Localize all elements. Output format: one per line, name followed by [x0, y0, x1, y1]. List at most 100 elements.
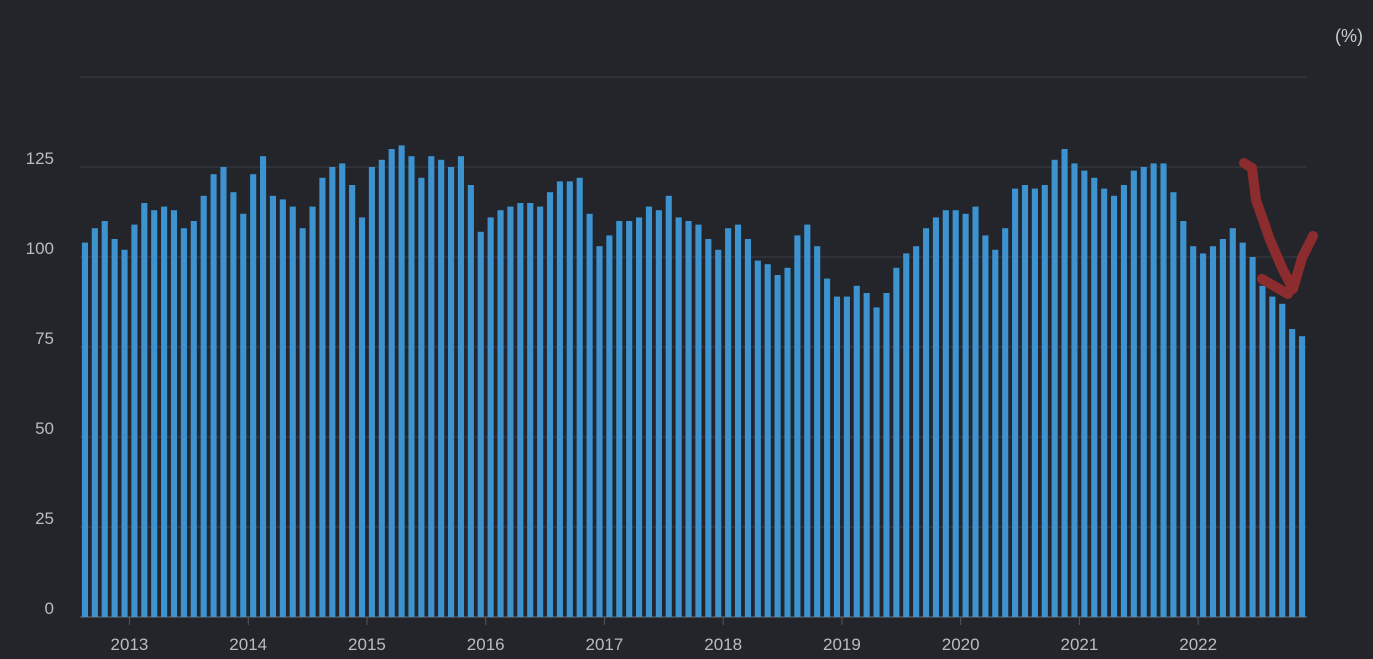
bar [101, 221, 108, 617]
bar [1041, 185, 1048, 617]
y-tick-label: 125 [26, 149, 54, 168]
bar [151, 210, 158, 617]
bar [675, 217, 682, 617]
bar [1259, 285, 1266, 617]
bar [1269, 296, 1276, 617]
bar [1031, 188, 1038, 617]
bar [655, 210, 662, 617]
bar [180, 228, 187, 617]
bar [932, 217, 939, 617]
bar [349, 185, 356, 617]
bar [408, 156, 415, 617]
bar [388, 149, 395, 617]
bar [695, 224, 702, 617]
bar [477, 231, 484, 618]
bar [566, 181, 573, 617]
bar [1120, 185, 1127, 617]
bar [903, 253, 910, 617]
bar [527, 203, 534, 617]
bar [922, 228, 930, 617]
bar [1002, 228, 1009, 617]
bar [269, 195, 277, 618]
x-tick-label: 2016 [467, 635, 505, 654]
bar [428, 156, 435, 617]
bar [626, 221, 633, 617]
bar [962, 213, 969, 618]
bar [240, 213, 247, 618]
bar [329, 167, 336, 617]
bar [1298, 336, 1306, 617]
bar [339, 163, 346, 617]
bar [853, 285, 860, 617]
bar [1180, 221, 1187, 617]
bar [754, 260, 761, 617]
bar [309, 206, 316, 617]
bar [81, 242, 89, 617]
bar [814, 246, 821, 617]
bar [289, 206, 296, 617]
x-tick-label: 2013 [111, 635, 149, 654]
bar [982, 235, 989, 617]
bar [467, 185, 474, 617]
bar [1140, 167, 1147, 617]
bar [161, 206, 168, 617]
bar [794, 235, 801, 617]
bar [170, 210, 178, 617]
bar [497, 210, 504, 617]
x-tick-label: 2022 [1179, 635, 1217, 654]
bar [111, 239, 118, 617]
y-tick-label: 100 [26, 239, 54, 258]
x-tick-label: 2018 [704, 635, 742, 654]
bar [1101, 188, 1108, 617]
bar [438, 159, 445, 618]
bar [734, 224, 742, 617]
bar [913, 246, 920, 617]
bar [883, 293, 890, 617]
bar [972, 206, 979, 617]
bar [121, 249, 128, 618]
bar [507, 206, 514, 617]
x-tick-label: 2014 [229, 635, 267, 654]
bar [1110, 195, 1118, 618]
bar [1051, 159, 1058, 618]
bar [636, 217, 643, 617]
bar [556, 181, 563, 617]
bar [1081, 170, 1088, 617]
bar [91, 228, 98, 617]
bar [616, 221, 623, 617]
bar [1289, 329, 1296, 617]
bar [1279, 303, 1286, 617]
bar [952, 210, 959, 617]
bar [645, 206, 653, 617]
bar [279, 199, 286, 617]
bar [715, 249, 722, 618]
bar [863, 293, 870, 617]
bar [744, 239, 751, 617]
bar-series [81, 145, 1306, 618]
bar [1021, 185, 1029, 617]
y-axis-tick-labels: 0 25 50 75 100 125 [26, 149, 54, 618]
bar [992, 249, 999, 618]
bar [131, 224, 138, 617]
bar [1170, 192, 1177, 617]
bar [1150, 163, 1157, 617]
bar [685, 221, 692, 617]
red-annotation-arrow [1239, 158, 1318, 299]
bar [725, 228, 732, 617]
bar [606, 235, 613, 617]
bar [665, 195, 672, 618]
bar [705, 239, 712, 617]
bar [1091, 177, 1098, 618]
bar [1219, 239, 1226, 617]
bar [1061, 149, 1068, 617]
x-tick-label: 2017 [586, 635, 624, 654]
bar [1190, 246, 1197, 617]
unit-label: (%) [1335, 26, 1363, 46]
bar [418, 177, 425, 618]
bar [1200, 253, 1207, 617]
bar [1229, 228, 1236, 617]
bar [220, 167, 227, 617]
bar [230, 192, 237, 617]
y-tick-label: 75 [35, 329, 54, 348]
bar [804, 224, 811, 617]
